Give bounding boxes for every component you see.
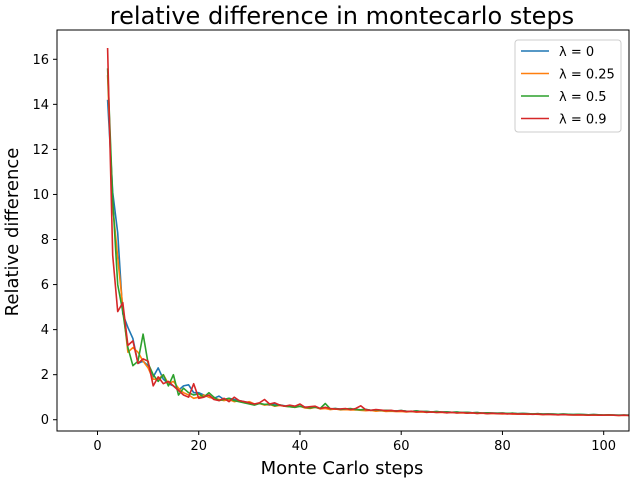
y-tick-label: 4 bbox=[41, 323, 49, 338]
legend-label-0: λ = 0 bbox=[559, 45, 594, 60]
x-tick-label: 0 bbox=[93, 439, 101, 454]
y-axis-label: Relative difference bbox=[2, 148, 23, 317]
axes: 0 20 40 60 80 100 0 2 4 6 8 10 12 14 16 bbox=[32, 29, 630, 454]
x-axis-label: Monte Carlo steps bbox=[261, 458, 424, 479]
x-tick-label: 20 bbox=[190, 439, 207, 454]
y-tick-label: 6 bbox=[41, 278, 49, 293]
y-tick-label: 10 bbox=[32, 188, 49, 203]
chart-title: relative difference in montecarlo steps bbox=[110, 2, 574, 30]
y-tick-label: 12 bbox=[32, 143, 49, 158]
y-tick-label: 2 bbox=[41, 368, 49, 383]
legend-label-2: λ = 0.5 bbox=[559, 90, 607, 105]
plot-frame bbox=[56, 29, 630, 432]
y-tick-label: 14 bbox=[32, 98, 49, 113]
legend-box bbox=[514, 39, 622, 133]
x-tick-label: 100 bbox=[591, 439, 616, 454]
plot-area bbox=[106, 47, 629, 417]
y-tick-label: 8 bbox=[41, 233, 49, 248]
legend-label-3: λ = 0.9 bbox=[559, 113, 607, 128]
x-tick-label: 60 bbox=[393, 439, 410, 454]
y-tick-label: 0 bbox=[41, 413, 49, 428]
x-tick-label: 80 bbox=[494, 439, 511, 454]
x-tick-label: 40 bbox=[292, 439, 309, 454]
y-tick-label: 16 bbox=[32, 53, 49, 68]
legend: λ = 0 λ = 0.25 λ = 0.5 λ = 0.9 bbox=[514, 39, 622, 133]
series-line-3 bbox=[106, 47, 629, 417]
legend-label-1: λ = 0.25 bbox=[559, 68, 615, 83]
